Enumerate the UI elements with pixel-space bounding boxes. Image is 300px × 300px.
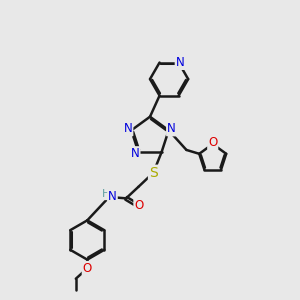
Text: O: O [208,136,218,149]
Text: N: N [108,190,117,203]
Text: N: N [124,122,132,135]
Text: O: O [134,199,143,212]
Text: N: N [167,122,176,135]
Text: N: N [131,147,140,160]
Text: O: O [82,262,92,275]
Text: S: S [149,166,158,180]
Text: H: H [102,189,110,199]
Text: N: N [176,56,184,69]
